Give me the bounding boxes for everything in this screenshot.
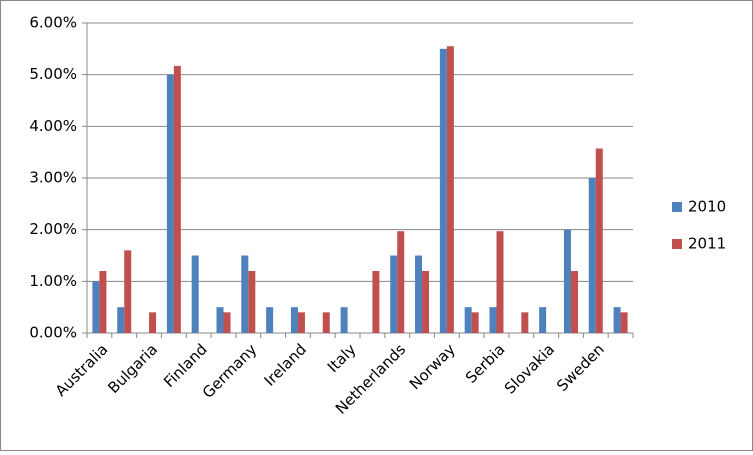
- bar: [241, 255, 249, 333]
- bar: [290, 307, 298, 333]
- bar: [415, 255, 423, 333]
- bar: [297, 312, 305, 333]
- y-tick-label: 4.00%: [29, 117, 77, 135]
- legend-label: 2011: [688, 235, 726, 253]
- legend-label: 2010: [688, 198, 726, 216]
- bar: [539, 307, 547, 333]
- bar: [216, 307, 224, 333]
- bar: [613, 307, 621, 333]
- bar: [446, 46, 454, 333]
- bar: [595, 148, 603, 333]
- bar: [248, 271, 256, 333]
- y-tick-label: 0.00%: [29, 324, 77, 342]
- bar: [117, 307, 125, 333]
- legend-swatch: [672, 239, 682, 249]
- bar: [372, 271, 380, 333]
- bar: [422, 271, 430, 333]
- bar: [124, 250, 132, 333]
- bar: [471, 312, 479, 333]
- y-tick-label: 2.00%: [29, 220, 77, 238]
- bar: [322, 312, 330, 333]
- bar: [464, 307, 472, 333]
- bar: [92, 281, 100, 333]
- bar: [563, 229, 571, 333]
- bar: [166, 74, 174, 334]
- bar: [173, 65, 181, 333]
- bar: [149, 312, 157, 333]
- bar: [439, 48, 447, 333]
- bar: [340, 307, 348, 333]
- bar: [390, 255, 398, 333]
- bar: [489, 307, 497, 333]
- bar: [266, 307, 274, 333]
- y-tick-label: 5.00%: [29, 65, 77, 83]
- bar: [191, 255, 199, 333]
- legend-swatch: [672, 202, 682, 212]
- bar: [223, 312, 231, 333]
- y-tick-label: 6.00%: [29, 14, 77, 32]
- bar: [521, 312, 529, 333]
- bar: [397, 231, 405, 333]
- bar: [99, 271, 107, 333]
- bar: [570, 271, 578, 333]
- bar: [620, 312, 628, 333]
- bar: [496, 231, 504, 333]
- y-tick-label: 3.00%: [29, 169, 77, 187]
- y-tick-label: 1.00%: [29, 272, 77, 290]
- bar: [588, 178, 596, 333]
